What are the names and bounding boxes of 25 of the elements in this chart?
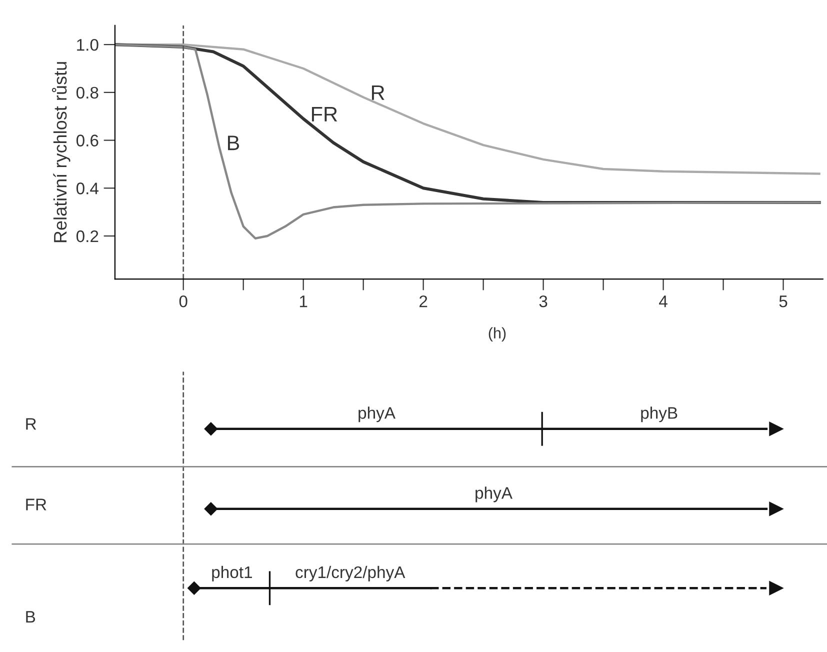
y-tick-label: 0.4 (76, 182, 98, 194)
text: phyA (476, 486, 512, 502)
text: phyB (641, 406, 678, 422)
x-tick-label: 3 (539, 295, 548, 308)
series-label: R (372, 85, 384, 100)
y-tick-label: 0.6 (76, 134, 98, 146)
x-tick-label: 5 (779, 296, 788, 308)
x-tick-label: 0 (179, 295, 188, 308)
y-axis-title: Relativní rychlost růstu (52, 62, 70, 242)
y-tick-label: 0.2 (76, 230, 98, 242)
text: phyA (358, 406, 396, 422)
series-label: FR (312, 107, 338, 122)
x-axis-title: (h) (488, 327, 506, 342)
x-tick-label: 4 (659, 296, 668, 308)
x-tick-label: 2 (420, 295, 428, 308)
text: cry1/cry2/phyA (296, 566, 406, 582)
category-label: B (26, 611, 36, 623)
y-tick-label: 0.8 (76, 86, 98, 99)
text: phot1 (212, 566, 252, 582)
x-tick-label: 1 (300, 296, 308, 308)
line-series (114, 43, 820, 240)
y-tick-label: 1.0 (77, 38, 98, 51)
series-label: B (228, 136, 240, 150)
category-label: R (26, 418, 36, 430)
category-label: FR (26, 498, 46, 510)
